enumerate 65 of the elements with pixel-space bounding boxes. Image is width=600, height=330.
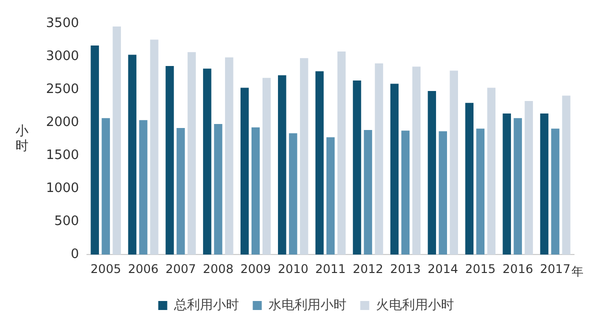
bar: [428, 91, 436, 255]
y-tick-label: 2500: [46, 82, 80, 98]
bar: [278, 75, 286, 255]
bar: [288, 133, 298, 255]
bar: [252, 127, 260, 255]
y-tick-label: 1000: [46, 181, 80, 196]
bar: [412, 66, 421, 255]
bar: [551, 128, 560, 255]
x-tick-label: 2015: [465, 262, 496, 276]
bar: [514, 118, 522, 255]
x-tick-label: 2008: [202, 262, 234, 276]
bar: [102, 118, 110, 255]
y-tick-label: 0: [70, 246, 80, 262]
bar: [326, 137, 335, 255]
y-tick-label: 3000: [46, 49, 80, 64]
x-tick-label: 2011: [315, 262, 346, 276]
bar: [188, 52, 196, 255]
bar: [476, 128, 484, 255]
bar: [450, 70, 458, 255]
bar: [502, 113, 511, 255]
bar: [524, 100, 533, 255]
x-tick-label: 2017: [540, 262, 571, 276]
y-axis-title: 小时: [16, 124, 28, 154]
bar: [352, 80, 362, 255]
x-tick-label: 2016: [502, 262, 534, 276]
x-tick-label: 2010: [278, 262, 308, 276]
bar: [337, 51, 346, 255]
bar: [176, 128, 185, 255]
x-tick-label: 2005: [90, 262, 122, 276]
bar: [214, 124, 222, 255]
bar: [540, 113, 548, 255]
bar: [300, 58, 308, 255]
bar: [90, 46, 99, 255]
bar: [364, 130, 372, 255]
y-tick-label: 2000: [46, 115, 80, 130]
legend-label: 总利用小时: [172, 298, 239, 313]
x-tick-label: 2013: [390, 262, 421, 276]
x-tick-label: 2009: [240, 262, 271, 276]
x-tick-label: 2014: [428, 262, 458, 276]
y-tick-label: 1500: [46, 148, 80, 164]
x-tick-label: 2006: [128, 262, 159, 276]
legend-label: 水电利用小时: [268, 298, 346, 313]
bar: [112, 26, 121, 255]
bar: [315, 71, 324, 255]
x-tick-label: 2012: [352, 262, 384, 276]
bar: [438, 131, 448, 255]
bar: [465, 102, 474, 255]
bar: [240, 88, 249, 255]
bar: [128, 54, 136, 255]
bar: [562, 96, 570, 255]
bar: [390, 84, 399, 255]
legend-label: 火电利用小时: [376, 298, 454, 313]
bar: [225, 57, 234, 255]
bar: [203, 68, 212, 255]
bar: [487, 88, 496, 255]
y-tick-label: 500: [54, 214, 80, 230]
bar: [262, 78, 271, 255]
x-axis-title: 年: [572, 264, 584, 279]
bar: [166, 66, 174, 255]
bar: [150, 40, 158, 255]
bar: [139, 120, 148, 255]
bar: [401, 130, 410, 255]
x-tick-label: 2007: [165, 262, 196, 276]
bar: [374, 63, 384, 255]
y-tick-label: 3500: [46, 16, 80, 32]
